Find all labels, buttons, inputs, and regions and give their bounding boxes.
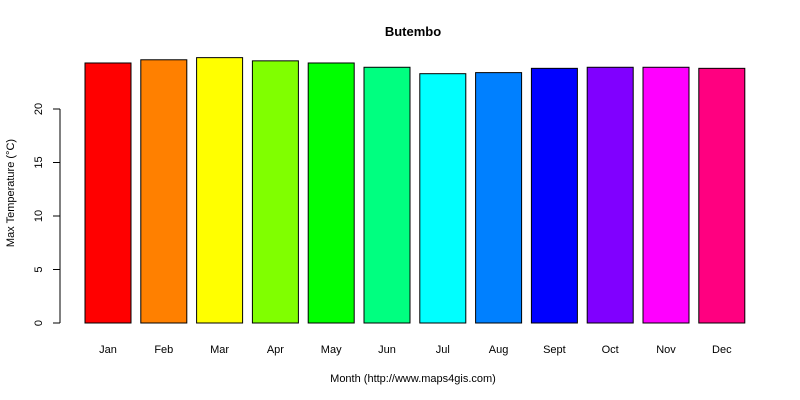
x-tick-label: Mar: [210, 344, 229, 356]
bar-jan: [84, 62, 132, 324]
bar-apr: [251, 60, 299, 324]
bar-feb: [140, 59, 188, 324]
bar-sept: [530, 67, 578, 324]
y-tick-label: 0: [33, 320, 45, 326]
bar-oct: [586, 66, 634, 324]
x-tick-labels: Jan Feb Mar Apr May Jun Jul Aug Sept Oct Nov Dec: [99, 344, 732, 356]
bars-group: [84, 57, 746, 324]
x-tick-label: Nov: [656, 344, 676, 356]
x-tick-label: Feb: [154, 344, 173, 356]
bar-dec: [698, 67, 746, 324]
x-tick-label: Apr: [267, 344, 284, 356]
bar-nov: [642, 66, 690, 324]
y-tick-label: 10: [33, 210, 45, 222]
x-tick-label: Sept: [543, 344, 566, 356]
bar-jul: [419, 73, 467, 324]
x-tick-label: Dec: [712, 344, 732, 356]
y-tick-label: 15: [33, 156, 45, 168]
x-tick-label: Oct: [602, 344, 619, 356]
bar-may: [307, 62, 355, 324]
chart-title: Butembo: [385, 24, 441, 39]
x-tick-label: Jun: [378, 344, 396, 356]
x-axis-title: Month (http://www.maps4gis.com): [330, 373, 496, 385]
y-tick-label: 5: [33, 266, 45, 272]
x-tick-label: May: [321, 344, 342, 356]
y-tick-label: 20: [33, 103, 45, 115]
x-tick-label: Jan: [99, 344, 117, 356]
y-axis-title: Max Temperature (°C): [5, 139, 17, 247]
x-tick-label: Jul: [436, 344, 450, 356]
bar-aug: [475, 72, 523, 324]
bar-jun: [363, 66, 411, 324]
y-axis: 0 5 10 15 20: [33, 103, 61, 326]
x-tick-label: Aug: [489, 344, 509, 356]
bar-mar: [196, 57, 244, 324]
